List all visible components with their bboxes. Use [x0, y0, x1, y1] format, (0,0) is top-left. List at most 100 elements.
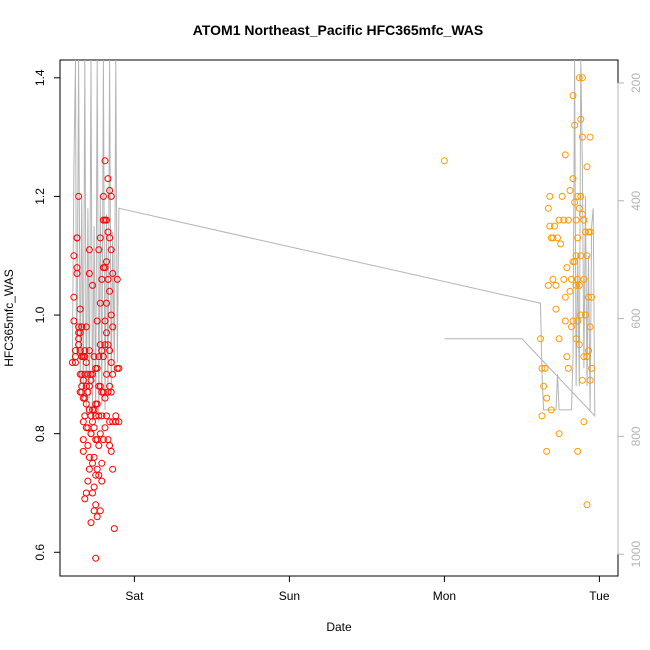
data-point: [70, 252, 78, 260]
data-point: [89, 281, 96, 289]
data-point: [82, 323, 90, 331]
data-point: [107, 192, 115, 200]
data-point: [583, 252, 591, 260]
data-point: [549, 275, 557, 283]
data-point: [552, 305, 560, 313]
data-point: [555, 216, 563, 224]
data-point: [101, 157, 109, 165]
x-axis: Sat Sun Mon Tue: [125, 575, 610, 603]
y-axis-label: HFC365mfc_WAS: [2, 269, 16, 367]
data-point: [574, 192, 582, 200]
data-point: [563, 353, 571, 361]
data-point: [580, 418, 588, 426]
data-point: [98, 477, 106, 485]
data-point: [580, 353, 588, 361]
data-point: [588, 364, 596, 372]
data-point: [85, 270, 93, 277]
data-point: [107, 447, 115, 455]
data-point: [90, 453, 98, 461]
data-point: [72, 359, 79, 366]
data-point: [107, 388, 115, 396]
x-tick-label: Sun: [279, 589, 300, 603]
x-tick-label: Sat: [125, 589, 144, 603]
data-point: [109, 465, 117, 473]
data-point: [575, 204, 583, 212]
data-point: [566, 287, 574, 295]
data-point: [547, 406, 555, 414]
y-tick-label: 1.4: [33, 69, 47, 86]
data-point: [95, 471, 103, 479]
data-point: [555, 335, 563, 343]
y2-tick-label: 800: [629, 426, 643, 446]
data-point: [96, 430, 104, 438]
data-point: [551, 222, 558, 230]
data-point: [79, 418, 87, 426]
data-point: [588, 293, 596, 301]
data-point: [107, 311, 115, 319]
data-point: [85, 347, 93, 355]
data-point: [543, 447, 551, 455]
data-point: [574, 234, 582, 242]
data-point: [569, 175, 577, 183]
data-point: [76, 305, 84, 313]
data-point: [440, 157, 448, 165]
data-point: [583, 501, 591, 509]
data-point: [82, 489, 90, 497]
data-point: [78, 323, 86, 331]
data-point: [561, 151, 569, 159]
data-point: [561, 293, 569, 301]
data-point: [571, 198, 579, 206]
data-point: [101, 341, 109, 349]
data-point: [84, 477, 92, 485]
data-point: [558, 192, 566, 200]
data-point: [106, 187, 114, 194]
data-point: [93, 400, 101, 408]
data-point: [81, 495, 89, 503]
data-point: [564, 216, 572, 224]
data-point: [543, 394, 551, 402]
y2-axis: 200 400 600 800 1000: [617, 73, 643, 568]
data-point: [546, 192, 554, 200]
data-point: [582, 311, 589, 319]
data-point: [572, 216, 580, 224]
data-point: [93, 364, 101, 372]
data-point: [96, 507, 104, 515]
data-point: [89, 489, 96, 497]
data-point: [586, 376, 594, 384]
data-point: [569, 317, 577, 325]
data-point: [106, 347, 114, 355]
y2-tick-label: 600: [629, 308, 643, 328]
data-point: [93, 465, 101, 473]
y-tick-label: 0.6: [33, 544, 47, 561]
data-point: [569, 92, 577, 100]
data-point: [95, 353, 103, 361]
data-point: [92, 554, 100, 562]
data-point: [89, 459, 96, 467]
data-point: [112, 412, 120, 420]
data-point: [575, 341, 583, 349]
points-layer: [68, 74, 596, 562]
data-point: [577, 192, 585, 200]
data-point: [99, 436, 107, 444]
data-point: [577, 115, 585, 123]
pressure-line: [71, 60, 596, 422]
data-point: [87, 430, 95, 438]
data-point: [546, 222, 554, 230]
data-point: [574, 317, 582, 325]
data-point: [87, 519, 95, 527]
data-point: [540, 382, 548, 390]
y2-tick-label: 400: [629, 190, 643, 210]
data-point: [104, 275, 112, 283]
data-point: [84, 370, 92, 378]
data-point: [572, 252, 580, 260]
data-point: [557, 240, 565, 248]
y-axis: 0.6 0.8 1.0 1.2 1.4: [33, 69, 61, 561]
x-tick-label: Tue: [589, 589, 610, 603]
data-point: [85, 465, 93, 473]
data-point: [81, 412, 89, 420]
data-point: [73, 234, 81, 242]
data-point: [554, 234, 561, 242]
data-point: [82, 359, 90, 366]
data-point: [549, 234, 557, 242]
